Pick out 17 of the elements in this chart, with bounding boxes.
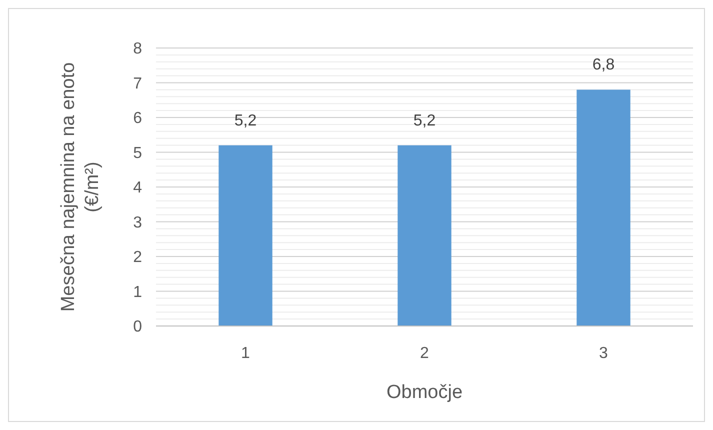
data-label: 5,2 [413, 112, 436, 130]
y-axis-title: Mesečna najemnina na enoto (€/m²) [58, 62, 103, 312]
y-tick-label: 5 [133, 144, 142, 162]
y-tick-label: 4 [133, 180, 142, 197]
y-tick-label: 1 [133, 284, 142, 301]
y-tick-label: 2 [133, 249, 142, 266]
data-label: 6,8 [592, 56, 615, 74]
y-tick-label: 0 [133, 318, 142, 336]
x-tick-label: 2 [420, 345, 430, 362]
y-tick-label: 3 [133, 214, 142, 232]
y-tick-label: 7 [133, 75, 142, 92]
x-tick-label: 1 [241, 345, 250, 362]
y-tick-label: 8 [133, 40, 142, 58]
x-tick-label: 3 [599, 345, 608, 362]
data-label: 5,2 [234, 112, 257, 130]
x-axis-title: Območje [386, 382, 463, 403]
y-tick-label: 6 [133, 110, 142, 128]
